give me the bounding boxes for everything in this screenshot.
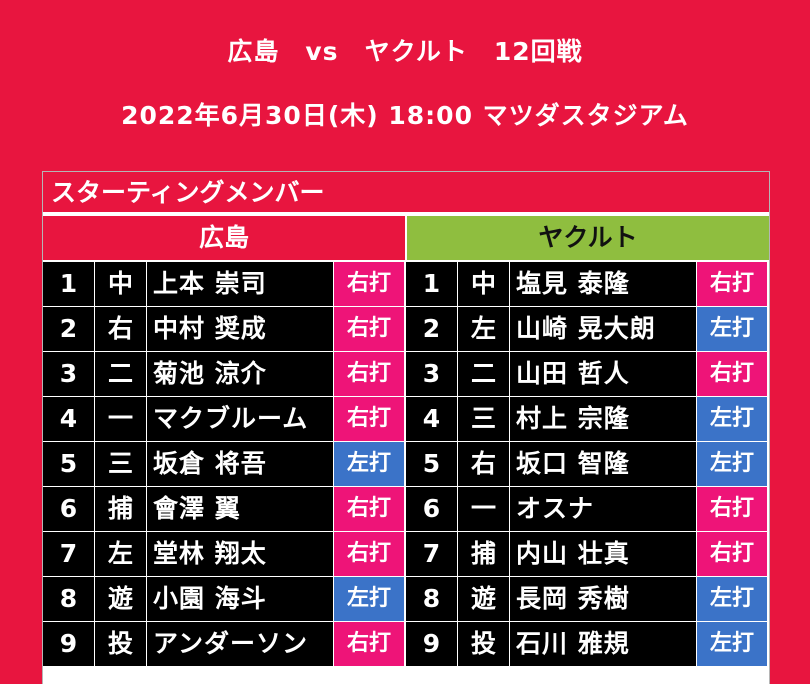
batting-order: 3 <box>406 352 458 396</box>
batting-side-badge: 左打 <box>697 442 768 486</box>
lineup-row: 2 右 中村 奨成 右打 <box>43 306 406 351</box>
batting-side-badge: 左打 <box>334 577 405 621</box>
fielding-position: 三 <box>95 442 147 486</box>
fielding-position: 二 <box>458 352 510 396</box>
fielding-position: 遊 <box>458 577 510 621</box>
section-label: スターティングメンバー <box>43 172 769 214</box>
fielding-position: 左 <box>458 307 510 351</box>
player-name: 會澤 翼 <box>147 487 334 531</box>
batting-side-badge: 右打 <box>697 487 768 531</box>
batting-order: 4 <box>43 397 95 441</box>
home-lineup: 1 中 上本 崇司 右打 2 右 中村 奨成 右打 3 二 菊池 涼介 右打 4… <box>43 261 406 666</box>
batting-order: 6 <box>43 487 95 531</box>
player-name: 山田 哲人 <box>510 352 697 396</box>
lineup-panel: スターティングメンバー 広島 ヤクルト 1 中 上本 崇司 右打 2 右 中村 … <box>42 171 770 684</box>
batting-order: 2 <box>43 307 95 351</box>
player-name: 村上 宗隆 <box>510 397 697 441</box>
batting-order: 5 <box>406 442 458 486</box>
batting-side-badge: 右打 <box>334 307 405 351</box>
fielding-position: 遊 <box>95 577 147 621</box>
fielding-position: 投 <box>458 622 510 666</box>
batting-side-badge: 左打 <box>697 577 768 621</box>
player-name: 長岡 秀樹 <box>510 577 697 621</box>
fielding-position: 一 <box>95 397 147 441</box>
lineup-row: 9 投 アンダーソン 右打 <box>43 621 406 666</box>
lineup-row: 4 一 マクブルーム 右打 <box>43 396 406 441</box>
fielding-position: 右 <box>458 442 510 486</box>
batting-side-badge: 右打 <box>697 532 768 576</box>
batting-side-badge: 左打 <box>697 307 768 351</box>
lineup-row: 3 二 山田 哲人 右打 <box>406 351 769 396</box>
lineup-row: 8 遊 長岡 秀樹 左打 <box>406 576 769 621</box>
batting-order: 1 <box>43 262 95 306</box>
home-team-header: 広島 <box>43 216 405 260</box>
lineup-row: 7 捕 内山 壮真 右打 <box>406 531 769 576</box>
batting-side-badge: 右打 <box>334 622 405 666</box>
player-name: アンダーソン <box>147 622 334 666</box>
batting-order: 6 <box>406 487 458 531</box>
batting-order: 2 <box>406 307 458 351</box>
batting-order: 9 <box>43 622 95 666</box>
batting-side-badge: 左打 <box>334 442 405 486</box>
lineup-row: 3 二 菊池 涼介 右打 <box>43 351 406 396</box>
lineup-row: 8 遊 小園 海斗 左打 <box>43 576 406 621</box>
lineup-row: 1 中 塩見 泰隆 右打 <box>406 261 769 306</box>
fielding-position: 中 <box>458 262 510 306</box>
lineup-row: 1 中 上本 崇司 右打 <box>43 261 406 306</box>
batting-side-badge: 右打 <box>334 397 405 441</box>
lineup-row: 6 一 オスナ 右打 <box>406 486 769 531</box>
fielding-position: 捕 <box>458 532 510 576</box>
lineup-row: 9 投 石川 雅規 左打 <box>406 621 769 666</box>
player-name: 内山 壮真 <box>510 532 697 576</box>
batting-order: 8 <box>43 577 95 621</box>
player-name: 坂口 智隆 <box>510 442 697 486</box>
fielding-position: 投 <box>95 622 147 666</box>
lineup-row: 6 捕 會澤 翼 右打 <box>43 486 406 531</box>
batting-side-badge: 右打 <box>334 262 405 306</box>
batting-order: 9 <box>406 622 458 666</box>
batting-order: 7 <box>406 532 458 576</box>
lineup-row: 4 三 村上 宗隆 左打 <box>406 396 769 441</box>
batting-side-badge: 右打 <box>334 532 405 576</box>
batting-order: 8 <box>406 577 458 621</box>
fielding-position: 左 <box>95 532 147 576</box>
player-name: マクブルーム <box>147 397 334 441</box>
batting-side-badge: 右打 <box>334 352 405 396</box>
player-name: 山崎 晃大朗 <box>510 307 697 351</box>
batting-order: 5 <box>43 442 95 486</box>
lineup-row: 7 左 堂林 翔太 右打 <box>43 531 406 576</box>
batting-order: 1 <box>406 262 458 306</box>
player-name: 塩見 泰隆 <box>510 262 697 306</box>
batting-order: 4 <box>406 397 458 441</box>
batting-side-badge: 左打 <box>697 397 768 441</box>
batting-side-badge: 左打 <box>697 622 768 666</box>
batting-side-badge: 右打 <box>697 262 768 306</box>
fielding-position: 右 <box>95 307 147 351</box>
batting-order: 3 <box>43 352 95 396</box>
batting-side-badge: 右打 <box>697 352 768 396</box>
player-name: オスナ <box>510 487 697 531</box>
fielding-position: 三 <box>458 397 510 441</box>
lineup-row: 5 三 坂倉 将吾 左打 <box>43 441 406 486</box>
fielding-position: 捕 <box>95 487 147 531</box>
fielding-position: 二 <box>95 352 147 396</box>
game-date-venue: 2022年6月30日(木) 18:00 マツダスタジアム <box>121 101 689 130</box>
player-name: 菊池 涼介 <box>147 352 334 396</box>
batting-side-badge: 右打 <box>334 487 405 531</box>
fielding-position: 中 <box>95 262 147 306</box>
player-name: 上本 崇司 <box>147 262 334 306</box>
lineup-row: 5 右 坂口 智隆 左打 <box>406 441 769 486</box>
away-lineup: 1 中 塩見 泰隆 右打 2 左 山崎 晃大朗 左打 3 二 山田 哲人 右打 … <box>406 261 769 666</box>
player-name: 坂倉 将吾 <box>147 442 334 486</box>
lineup-row: 2 左 山崎 晃大朗 左打 <box>406 306 769 351</box>
game-title: 広島 vs ヤクルト 12回戦 <box>227 37 583 66</box>
player-name: 堂林 翔太 <box>147 532 334 576</box>
fielding-position: 一 <box>458 487 510 531</box>
player-name: 石川 雅規 <box>510 622 697 666</box>
away-team-header: ヤクルト <box>407 216 769 260</box>
batting-order: 7 <box>43 532 95 576</box>
player-name: 小園 海斗 <box>147 577 334 621</box>
player-name: 中村 奨成 <box>147 307 334 351</box>
